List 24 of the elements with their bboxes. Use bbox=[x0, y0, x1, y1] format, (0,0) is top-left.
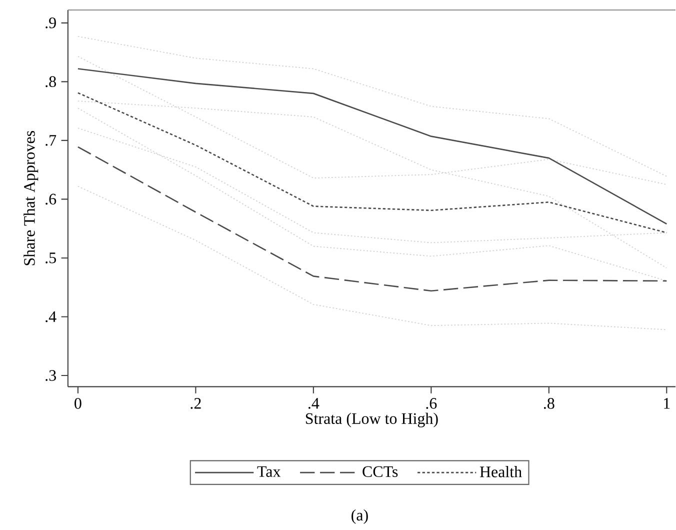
x-tick-label: .2 bbox=[190, 398, 201, 410]
line-series bbox=[77, 146, 668, 292]
x-tick-label: .4 bbox=[308, 398, 320, 410]
y-tick-label: .9 bbox=[46, 18, 56, 29]
y-tick-label: .6 bbox=[46, 194, 56, 205]
x-tick-label: .8 bbox=[544, 398, 554, 410]
line-series bbox=[77, 92, 668, 234]
line-series bbox=[77, 186, 668, 330]
legend-label: CCTs bbox=[362, 466, 398, 478]
y-axis-title: Share That Approves bbox=[24, 131, 38, 266]
y-tick-label: .8 bbox=[46, 76, 56, 88]
legend-label: Tax bbox=[257, 466, 281, 478]
y-tick-label: .5 bbox=[46, 252, 56, 264]
text: (a) bbox=[352, 510, 368, 524]
x-tick-label: 0 bbox=[74, 398, 82, 410]
y-tick-label: .3 bbox=[46, 370, 56, 382]
line-series bbox=[77, 68, 668, 225]
y-tick-label: .4 bbox=[46, 312, 56, 322]
legend-label: Health bbox=[480, 466, 522, 478]
x-tick-label: 1 bbox=[664, 398, 670, 409]
x-axis-title: Strata (Low to High) bbox=[306, 412, 438, 428]
line-series bbox=[77, 36, 668, 177]
y-tick-label: .7 bbox=[46, 135, 56, 146]
x-tick-label: .6 bbox=[426, 398, 437, 410]
